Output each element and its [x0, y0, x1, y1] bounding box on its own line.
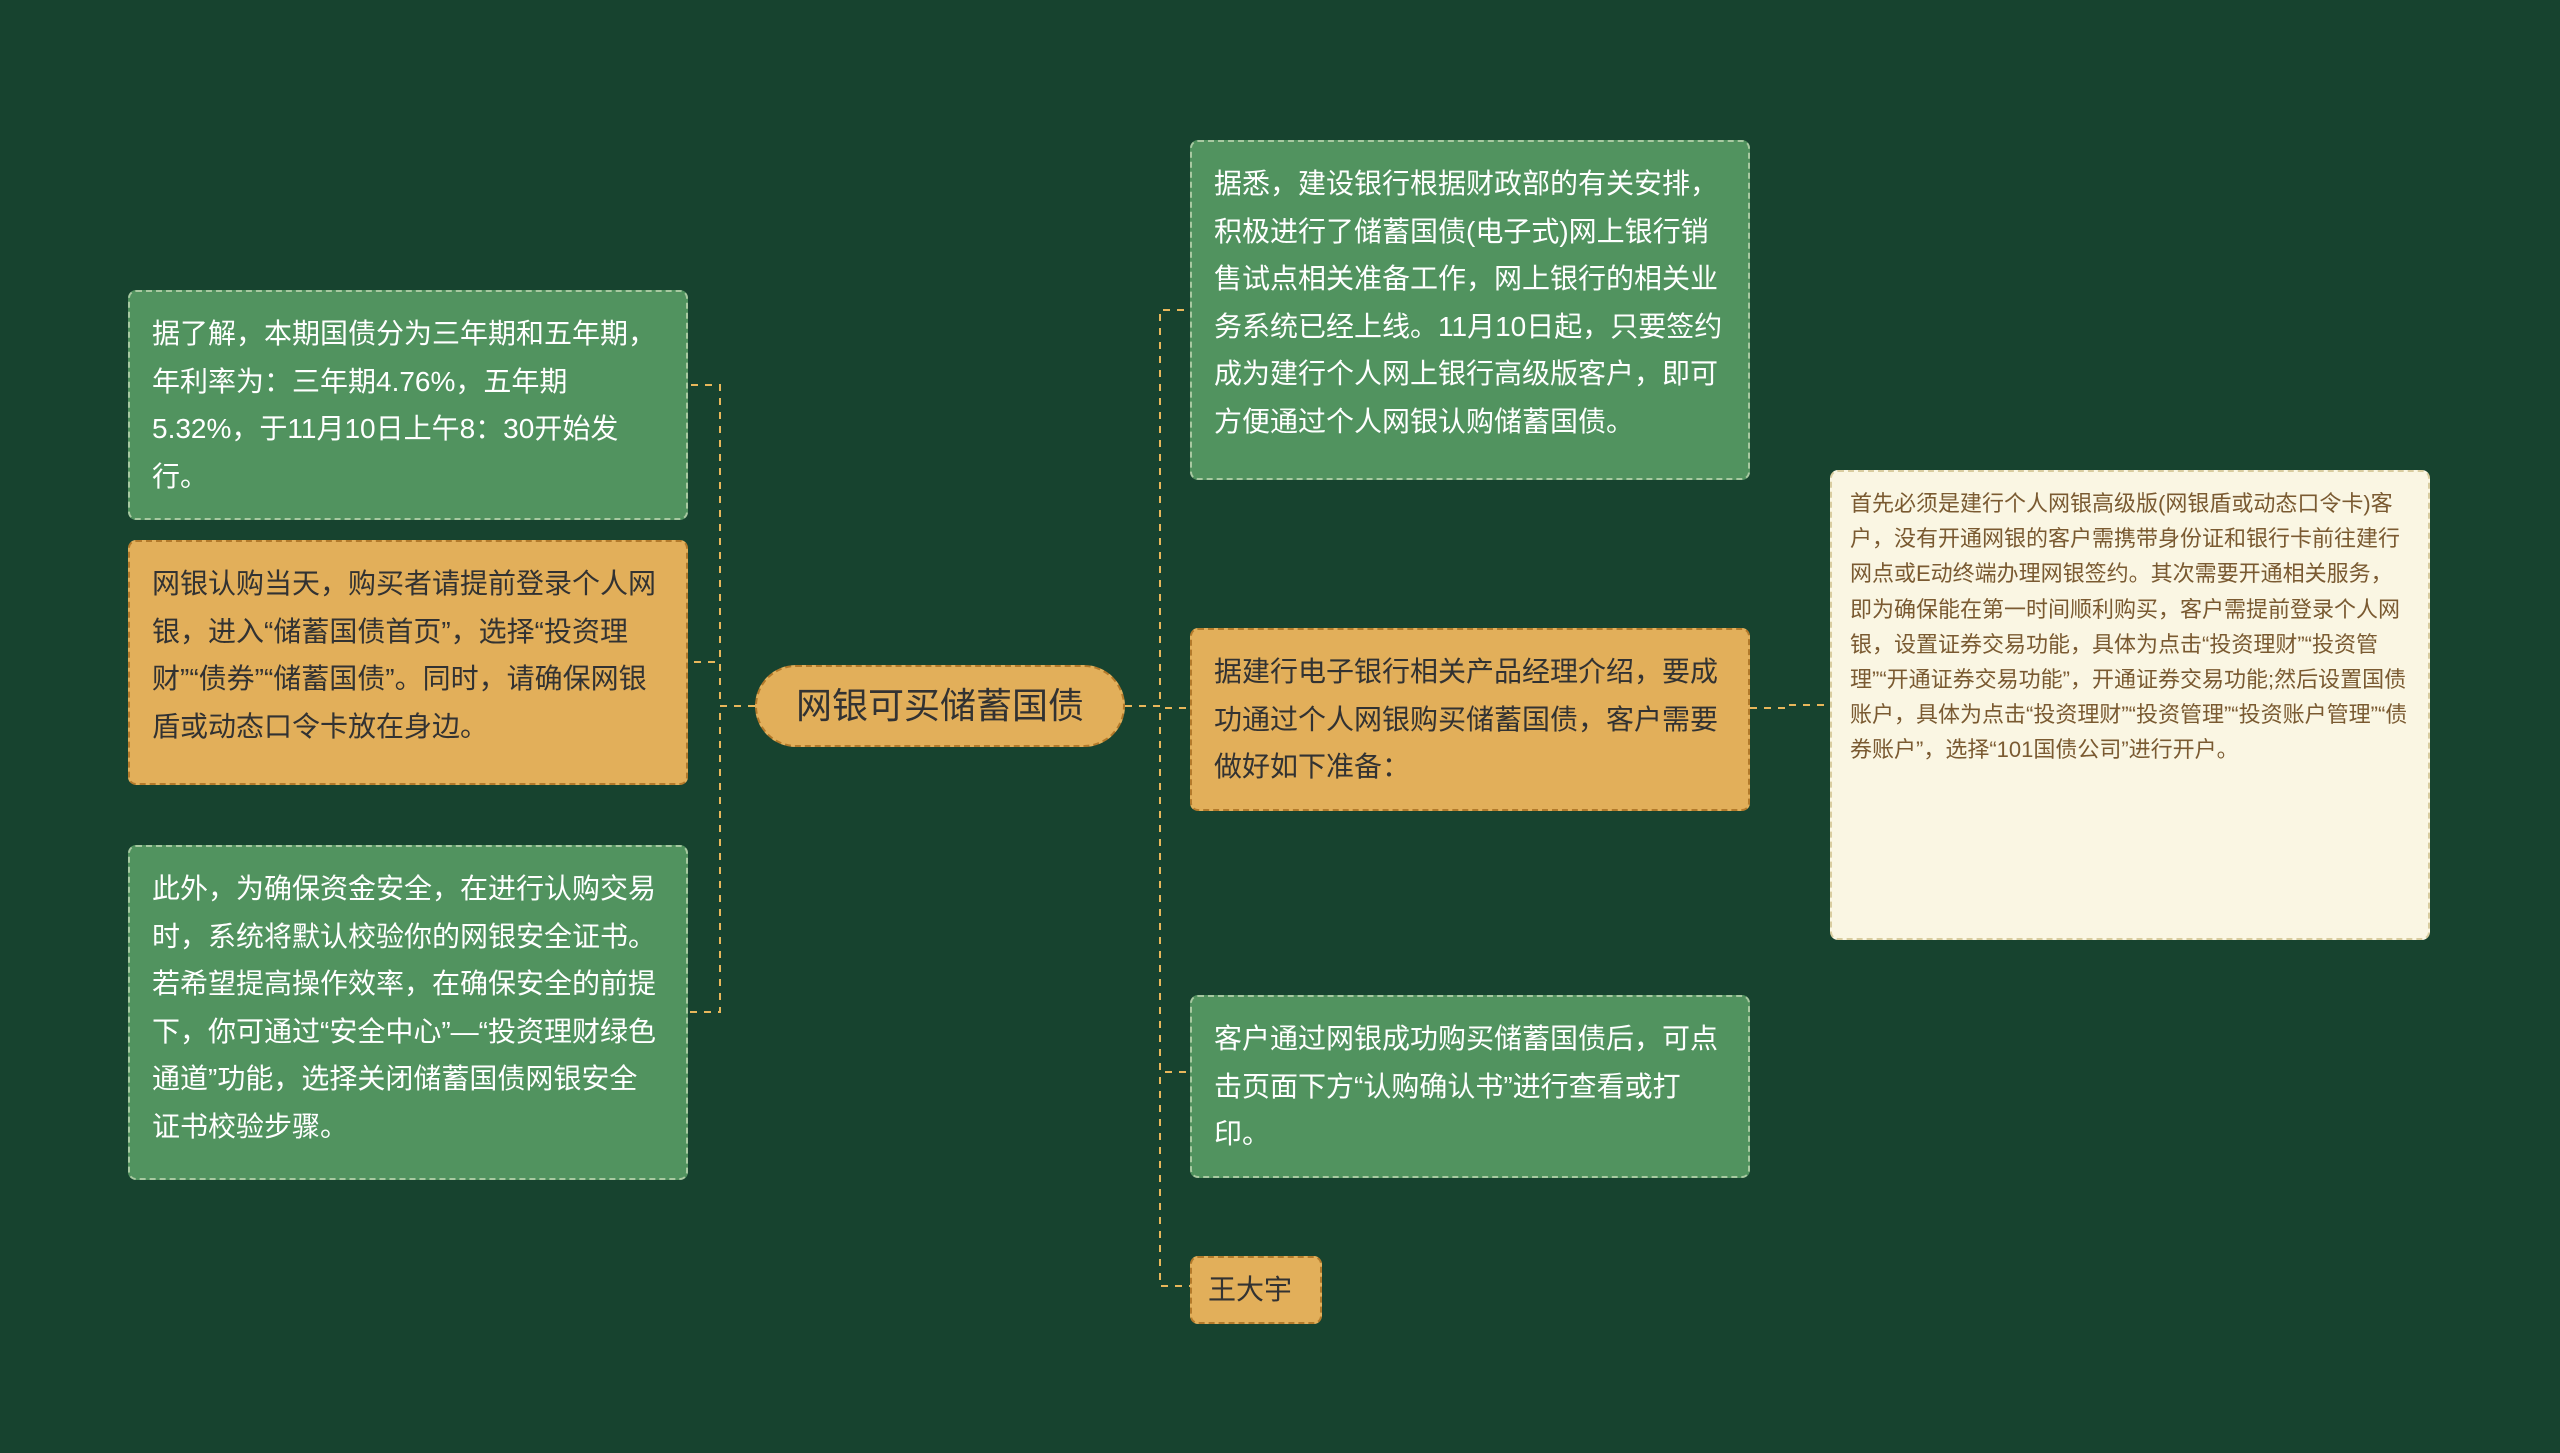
right-node-4: 王大宇	[1190, 1256, 1322, 1324]
right-node-1-text: 据悉，建设银行根据财政部的有关安排，积极进行了储蓄国债(电子式)网上银行销售试点…	[1214, 168, 1722, 437]
right-node-3-text: 客户通过网银成功购买储蓄国债后，可点击页面下方“认购确认书”进行查看或打印。	[1214, 1023, 1718, 1149]
center-node: 网银可买储蓄国债	[755, 665, 1125, 747]
left-node-1: 据了解，本期国债分为三年期和五年期，年利率为：三年期4.76%，五年期5.32%…	[128, 290, 688, 520]
left-node-3: 此外，为确保资金安全，在进行认购交易时，系统将默认校验你的网银安全证书。若希望提…	[128, 845, 688, 1180]
left-node-2-text: 网银认购当天，购买者请提前登录个人网银，进入“储蓄国债首页”，选择“投资理财”“…	[152, 568, 656, 742]
detail-node: 首先必须是建行个人网银高级版(网银盾或动态口令卡)客户，没有开通网银的客户需携带…	[1830, 470, 2430, 940]
right-node-2: 据建行电子银行相关产品经理介绍，要成功通过个人网银购买储蓄国债，客户需要做好如下…	[1190, 628, 1750, 811]
left-node-1-text: 据了解，本期国债分为三年期和五年期，年利率为：三年期4.76%，五年期5.32%…	[152, 318, 656, 492]
right-node-1: 据悉，建设银行根据财政部的有关安排，积极进行了储蓄国债(电子式)网上银行销售试点…	[1190, 140, 1750, 480]
detail-node-text: 首先必须是建行个人网银高级版(网银盾或动态口令卡)客户，没有开通网银的客户需携带…	[1850, 491, 2407, 762]
right-node-2-text: 据建行电子银行相关产品经理介绍，要成功通过个人网银购买储蓄国债，客户需要做好如下…	[1214, 656, 1718, 782]
center-label: 网银可买储蓄国债	[796, 675, 1084, 736]
left-node-3-text: 此外，为确保资金安全，在进行认购交易时，系统将默认校验你的网银安全证书。若希望提…	[152, 873, 656, 1142]
right-node-4-text: 王大宇	[1208, 1274, 1292, 1305]
right-node-3: 客户通过网银成功购买储蓄国债后，可点击页面下方“认购确认书”进行查看或打印。	[1190, 995, 1750, 1178]
left-node-2: 网银认购当天，购买者请提前登录个人网银，进入“储蓄国债首页”，选择“投资理财”“…	[128, 540, 688, 785]
